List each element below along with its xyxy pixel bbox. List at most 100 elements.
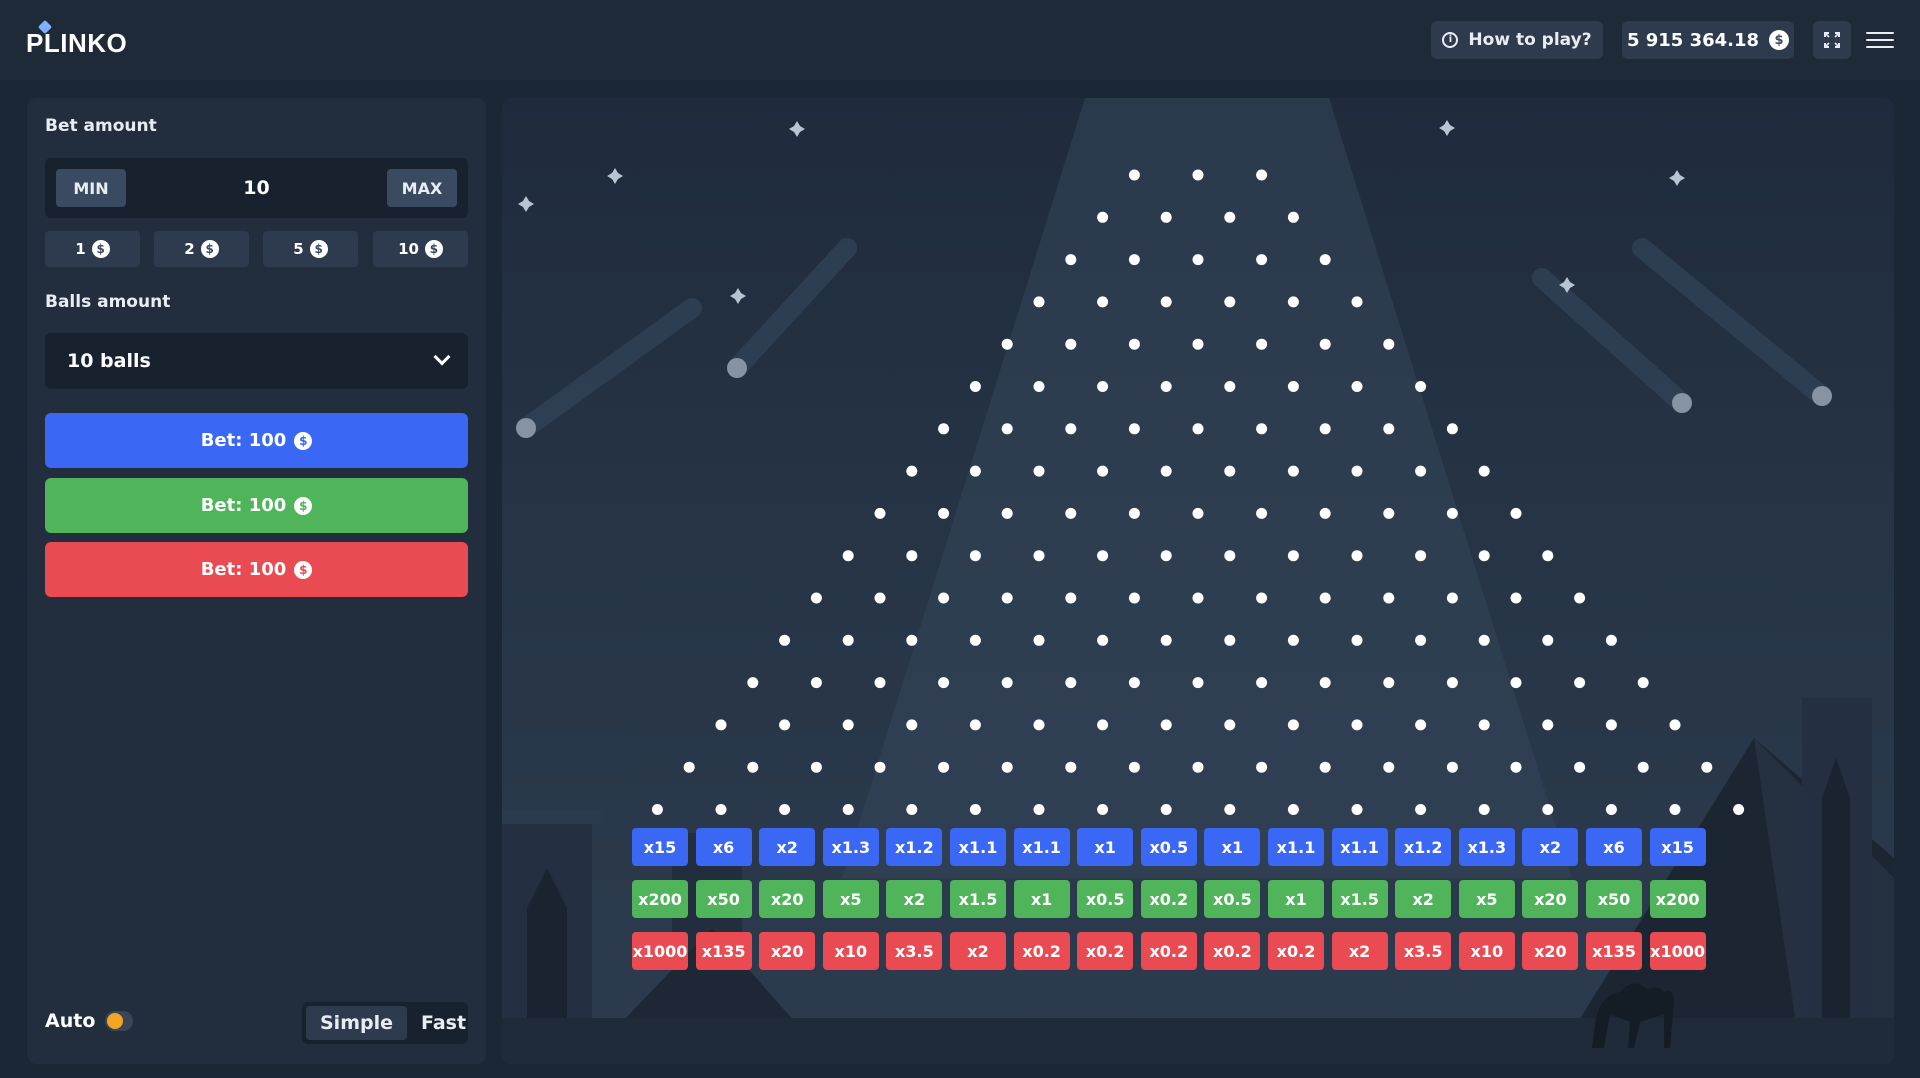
peg (651, 804, 663, 815)
peg (1383, 677, 1395, 689)
peg (969, 719, 981, 731)
multiplier-red: x0.2 (1077, 932, 1134, 970)
peg (938, 423, 950, 435)
sparkle-star (730, 288, 746, 304)
multiplier-red: x3.5 (1395, 932, 1452, 970)
mode-simple[interactable]: Simple (306, 1006, 407, 1040)
peg (1256, 507, 1268, 519)
peg (1097, 465, 1109, 477)
peg (1160, 719, 1172, 731)
multiplier-red: x0.2 (1013, 932, 1070, 970)
peg (715, 719, 727, 731)
peg (1319, 423, 1331, 435)
bet-amount-value[interactable]: 10 (243, 177, 270, 199)
multiplier-red: x20 (1522, 932, 1579, 970)
peg (874, 592, 886, 604)
peg (1192, 423, 1204, 435)
coin-icon: $ (91, 240, 110, 258)
peg (1192, 254, 1204, 266)
peg (1224, 465, 1236, 477)
peg (1065, 677, 1077, 689)
bet-amount-label: Bet amount (45, 116, 157, 136)
peg (1351, 634, 1363, 646)
bet-amount-input[interactable]: MIN 10 MAX (45, 158, 468, 218)
mode-fast[interactable]: Fast (421, 1012, 467, 1034)
multiplier-blue: x15 (1649, 828, 1706, 866)
multiplier-blue: x1.3 (822, 828, 879, 866)
peg (810, 592, 822, 604)
peg (1415, 550, 1427, 562)
peg (1478, 804, 1490, 815)
meteor-head (1672, 393, 1692, 413)
multiplier-green: x20 (759, 880, 816, 918)
peg (1287, 804, 1299, 815)
peg (1351, 296, 1363, 308)
peg (1033, 381, 1045, 392)
peg (1160, 211, 1172, 223)
peg (1001, 423, 1013, 435)
coin-icon: $ (294, 560, 313, 579)
chip-5[interactable]: 5 $ (263, 231, 358, 267)
peg (1224, 550, 1236, 562)
temple-left-top (502, 810, 602, 824)
multiplier-green: x0.2 (1140, 880, 1197, 918)
multiplier-red: x3.5 (886, 932, 943, 970)
chip-1[interactable]: 1 $ (45, 231, 140, 267)
hamburger-menu-icon[interactable] (1866, 26, 1894, 54)
peg (1542, 804, 1554, 815)
multiplier-green: x1.5 (950, 880, 1006, 918)
peg (1446, 423, 1458, 435)
peg (1637, 761, 1649, 773)
meteor-trail (727, 238, 857, 378)
auto-mode: Auto (45, 1010, 134, 1032)
peg (938, 507, 950, 519)
top-bar: PLINKO i How to play? 5 915 364.18 $ (0, 0, 1920, 80)
peg (1637, 677, 1649, 689)
balls-amount-select[interactable]: 10 balls (45, 333, 468, 389)
peg (1383, 338, 1395, 350)
fullscreen-button[interactable] (1813, 21, 1851, 59)
auto-toggle[interactable] (105, 1011, 134, 1031)
peg (1128, 169, 1140, 181)
peg (1033, 719, 1045, 731)
peg (1001, 677, 1013, 689)
max-button[interactable]: MAX (387, 169, 457, 207)
peg (1224, 211, 1236, 223)
peg (1065, 423, 1077, 435)
chip-10[interactable]: 10 $ (373, 231, 468, 267)
sparkle-star (607, 168, 623, 184)
multiplier-blue: x1.2 (886, 828, 943, 866)
multiplier-red: x2 (950, 932, 1006, 970)
peg (1542, 634, 1554, 646)
peg (1065, 592, 1077, 604)
peg (874, 507, 886, 519)
peg (1669, 719, 1681, 731)
bet-red-button[interactable]: Bet: 100 $ (45, 542, 468, 597)
plinko-logo: PLINKO (26, 28, 128, 58)
peg (1033, 804, 1045, 815)
peg (1160, 296, 1172, 308)
peg (1192, 761, 1204, 773)
peg (938, 761, 950, 773)
peg (906, 465, 918, 477)
sparkle-star (518, 196, 534, 212)
peg (1478, 634, 1490, 646)
peg (1192, 507, 1204, 519)
peg (1319, 677, 1331, 689)
peg (810, 761, 822, 773)
bet-green-button[interactable]: Bet: 100 $ (45, 478, 468, 533)
min-button[interactable]: MIN (56, 169, 126, 207)
how-to-play-button[interactable]: i How to play? (1431, 21, 1603, 59)
peg (1446, 677, 1458, 689)
chip-2[interactable]: 2 $ (154, 231, 249, 267)
peg (1160, 634, 1172, 646)
multiplier-green: x20 (1522, 880, 1579, 918)
peg (1001, 761, 1013, 773)
peg (1287, 719, 1299, 731)
bet-blue-button[interactable]: Bet: 100 $ (45, 413, 468, 468)
multiplier-blue: x0.5 (1140, 828, 1197, 866)
multiplier-blue: x1.2 (1395, 828, 1452, 866)
board-scene (502, 98, 1894, 1064)
peg (1097, 296, 1109, 308)
meteor-head (516, 418, 536, 438)
